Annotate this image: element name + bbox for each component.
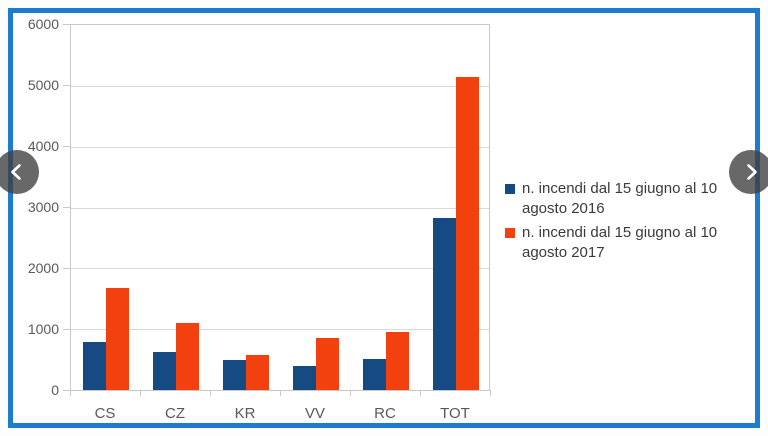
y-axis-tick	[63, 146, 70, 147]
x-axis-tick	[280, 390, 281, 396]
gridline-4000	[71, 146, 489, 148]
x-axis-tick	[420, 390, 421, 396]
bar-2016-rc	[363, 358, 386, 390]
chevron-right-icon	[747, 164, 757, 180]
gridline-1000	[71, 329, 489, 331]
bar-2017-cz	[176, 323, 199, 390]
bar-2016-cz	[153, 352, 176, 390]
legend-swatch-2017	[505, 228, 515, 238]
legend-label: n. incendi dal 15 giugno al 10 agosto 20…	[522, 180, 718, 217]
chart-legend: n. incendi dal 15 giugno al 10 agosto 20…	[505, 179, 753, 267]
bar-2017-kr	[246, 355, 269, 390]
x-axis-tick	[350, 390, 351, 396]
y-axis-label: 1000	[27, 321, 59, 337]
legend-item-2017: n. incendi dal 15 giugno al 10 agosto 20…	[505, 223, 753, 263]
y-axis-label: 2000	[27, 260, 59, 276]
y-axis-label: 6000	[27, 16, 59, 32]
bar-2017-cs	[106, 287, 129, 390]
bar-2017-vv	[316, 338, 339, 390]
y-axis-label: 5000	[27, 77, 59, 93]
x-axis-label-cz: CZ	[165, 405, 185, 422]
x-axis-label-cs: CS	[94, 405, 116, 422]
x-axis-tick	[70, 390, 71, 396]
bar-2017-rc	[386, 332, 409, 390]
chevron-left-icon	[11, 164, 21, 180]
legend-swatch-2016	[505, 184, 515, 194]
bar-2016-tot	[433, 218, 456, 390]
y-axis-tick	[63, 24, 70, 25]
y-axis-label: 0	[51, 382, 59, 398]
carousel-prev-button[interactable]	[0, 150, 39, 194]
y-axis-label: 3000	[27, 199, 59, 215]
y-axis-tick	[63, 85, 70, 86]
chart-frame: 0 1000 2000 3000 4000 5000 6000 CS CZ KR VV RC TOT …	[8, 8, 760, 428]
x-axis-tick	[210, 390, 211, 396]
carousel-next-button[interactable]	[729, 150, 768, 194]
gridline-2000	[71, 268, 489, 270]
y-axis-label: 4000	[27, 138, 59, 154]
x-axis-label-kr: KR	[234, 405, 256, 422]
x-axis-label-vv: VV	[304, 405, 325, 422]
x-axis-label-tot: TOT	[440, 405, 470, 422]
y-axis-tick	[63, 207, 70, 208]
plot-area	[70, 24, 490, 391]
bar-2017-tot	[456, 76, 479, 390]
y-axis-tick	[63, 329, 70, 330]
y-axis-tick	[63, 390, 70, 391]
gridline-3000	[71, 207, 489, 209]
legend-item-2016: n. incendi dal 15 giugno al 10 agosto 20…	[505, 179, 753, 219]
x-axis-label-rc: RC	[374, 405, 396, 422]
legend-label: n. incendi dal 15 giugno al 10 agosto 20…	[522, 224, 718, 261]
y-axis-tick	[63, 268, 70, 269]
gridline-5000	[71, 85, 489, 87]
x-axis-tick	[490, 390, 491, 396]
bar-2016-kr	[223, 360, 246, 390]
bar-2016-cs	[83, 341, 106, 390]
x-axis-tick	[140, 390, 141, 396]
bar-2016-vv	[293, 365, 316, 390]
